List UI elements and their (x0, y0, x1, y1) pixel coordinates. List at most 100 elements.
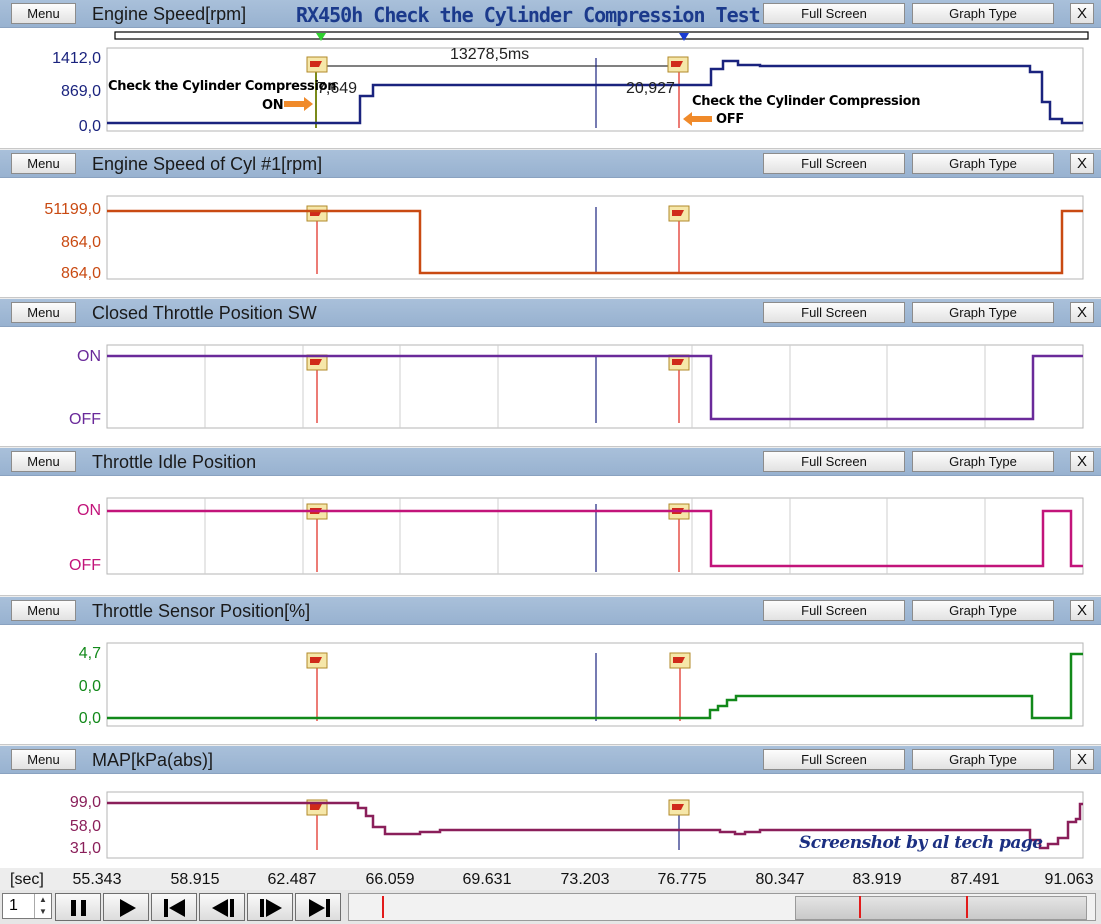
engine-speed-series (107, 59, 1083, 125)
full-screen-button[interactable]: Full Screen (763, 3, 905, 24)
menu-button[interactable]: Menu (11, 451, 76, 472)
graph-type-button[interactable]: Graph Type (912, 153, 1054, 174)
page-spinner[interactable]: 1 ▲ ▼ (2, 893, 52, 919)
timeline-scrollbar[interactable] (348, 893, 1096, 921)
page-title: RX450h Check the Cylinder Compression Te… (296, 3, 761, 27)
panel-engine-speed-cyl1: Menu Engine Speed of Cyl #1[rpm] Full Sc… (0, 150, 1101, 298)
close-panel-button[interactable]: X (1070, 451, 1094, 472)
jump-end-button[interactable] (295, 893, 341, 921)
throttle-sensor-plot[interactable] (0, 597, 1101, 744)
time-tick-label: 80.347 (755, 871, 805, 888)
timeline-marker (859, 896, 861, 918)
panel-header: Menu Throttle Idle Position Full Screen … (0, 448, 1101, 476)
panel-header: Menu Engine Speed of Cyl #1[rpm] Full Sc… (0, 150, 1101, 178)
event-marker-icon[interactable] (667, 56, 689, 73)
menu-button[interactable]: Menu (11, 3, 76, 24)
graph-type-button[interactable]: Graph Type (912, 600, 1054, 621)
throttle-sensor-series (107, 652, 1083, 720)
menu-button[interactable]: Menu (11, 749, 76, 770)
full-screen-button[interactable]: Full Screen (763, 600, 905, 621)
play-button[interactable] (103, 893, 149, 921)
time-tick-label: 58.915 (170, 871, 220, 888)
y-label-max: 4,7 (78, 645, 101, 662)
throttle-idle-plot[interactable] (0, 448, 1101, 595)
full-screen-button[interactable]: Full Screen (763, 451, 905, 472)
panel-closed-throttle: Menu Closed Throttle Position SW Full Sc… (0, 299, 1101, 447)
graph-type-button[interactable]: Graph Type (912, 749, 1054, 770)
panel-map: Menu MAP[kPa(abs)] Full Screen Graph Typ… (0, 746, 1101, 869)
time-axis-unit: [sec] (10, 871, 44, 888)
y-label-off: OFF (69, 557, 101, 574)
cursor-interval-label: 13278,5ms (450, 46, 530, 63)
event-marker-icon[interactable] (668, 799, 690, 816)
graph-type-button[interactable]: Graph Type (912, 451, 1054, 472)
time-tick-label: 66.059 (365, 871, 415, 888)
page-spinner-value: 1 (9, 897, 18, 914)
arrow-left-icon (683, 112, 712, 126)
close-panel-button[interactable]: X (1070, 600, 1094, 621)
menu-button[interactable]: Menu (11, 302, 76, 323)
arrow-right-icon (284, 97, 313, 111)
jump-start-button[interactable] (151, 893, 197, 921)
throttle-idle-series (107, 509, 1083, 568)
annotation-on-state: ON (262, 98, 284, 113)
graph-type-button[interactable]: Graph Type (912, 3, 1054, 24)
close-panel-button[interactable]: X (1070, 153, 1094, 174)
spinner-arrows-icon[interactable]: ▲ ▼ (34, 894, 51, 918)
engine-speed-cyl1-series (107, 209, 1083, 275)
full-screen-button[interactable]: Full Screen (763, 153, 905, 174)
skip-to-end-icon (309, 899, 330, 917)
step-back-button[interactable] (199, 893, 245, 921)
panel-engine-speed: Menu Engine Speed[rpm] RX450h Check the … (0, 0, 1101, 149)
closed-throttle-series (107, 354, 1083, 421)
panel-title: MAP[kPa(abs)] (92, 750, 214, 770)
event-marker-icon[interactable] (668, 205, 690, 222)
y-label-max: 1412,0 (52, 50, 101, 67)
timeline-thumb[interactable] (795, 896, 1087, 920)
annotation-on-text: Check the Cylinder Compression (108, 79, 337, 94)
full-screen-button[interactable]: Full Screen (763, 749, 905, 770)
timeline-marker (966, 896, 968, 918)
panel-title: Engine Speed[rpm] (92, 4, 247, 24)
pause-button[interactable] (55, 893, 101, 921)
engine-speed-cyl1-plot[interactable] (0, 150, 1101, 297)
time-tick-label: 55.343 (72, 871, 122, 888)
time-tick-label: 73.203 (560, 871, 610, 888)
graph-type-button[interactable]: Graph Type (912, 302, 1054, 323)
engine-speed-plot[interactable] (0, 0, 1101, 148)
map-series (107, 801, 1083, 850)
close-panel-button[interactable]: X (1070, 749, 1094, 770)
panel-header: Menu Closed Throttle Position SW Full Sc… (0, 299, 1101, 327)
menu-button[interactable]: Menu (11, 600, 76, 621)
cursor-a-value: 7,649 (317, 80, 358, 97)
map-plot[interactable] (0, 746, 1101, 868)
watermark-text: Screenshot by al tech page (799, 833, 1043, 853)
time-tick-label: 76.775 (657, 871, 707, 888)
event-marker-icon[interactable] (306, 652, 328, 669)
step-back-icon (212, 899, 234, 917)
event-marker-icon[interactable] (306, 205, 328, 222)
timeline-marker (382, 896, 384, 918)
cursor-b-handle[interactable] (679, 33, 689, 41)
y-label-mid: 58,0 (69, 818, 101, 835)
panel-throttle-sensor: Menu Throttle Sensor Position[%] Full Sc… (0, 597, 1101, 745)
play-icon (120, 899, 136, 917)
annotation-off-text: Check the Cylinder Compression (692, 94, 921, 109)
close-panel-button[interactable]: X (1070, 3, 1094, 24)
event-marker-icon[interactable] (669, 652, 691, 669)
y-label-off: OFF (69, 411, 101, 428)
panel-title: Closed Throttle Position SW (92, 303, 317, 323)
y-label-min: 864,0 (60, 265, 101, 282)
time-tick-label: 69.631 (462, 871, 512, 888)
closed-throttle-plot[interactable] (0, 299, 1101, 446)
y-label-on: ON (77, 348, 101, 365)
menu-button[interactable]: Menu (11, 153, 76, 174)
time-axis: [sec] 55.343 58.915 62.487 66.059 69.631… (0, 868, 1101, 890)
step-forward-button[interactable] (247, 893, 293, 921)
close-panel-button[interactable]: X (1070, 302, 1094, 323)
cursor-a-handle[interactable] (316, 33, 326, 41)
y-label-min: 0,0 (78, 710, 101, 727)
y-label-mid: 869,0 (60, 83, 101, 100)
event-marker-icon[interactable] (306, 56, 328, 73)
full-screen-button[interactable]: Full Screen (763, 302, 905, 323)
